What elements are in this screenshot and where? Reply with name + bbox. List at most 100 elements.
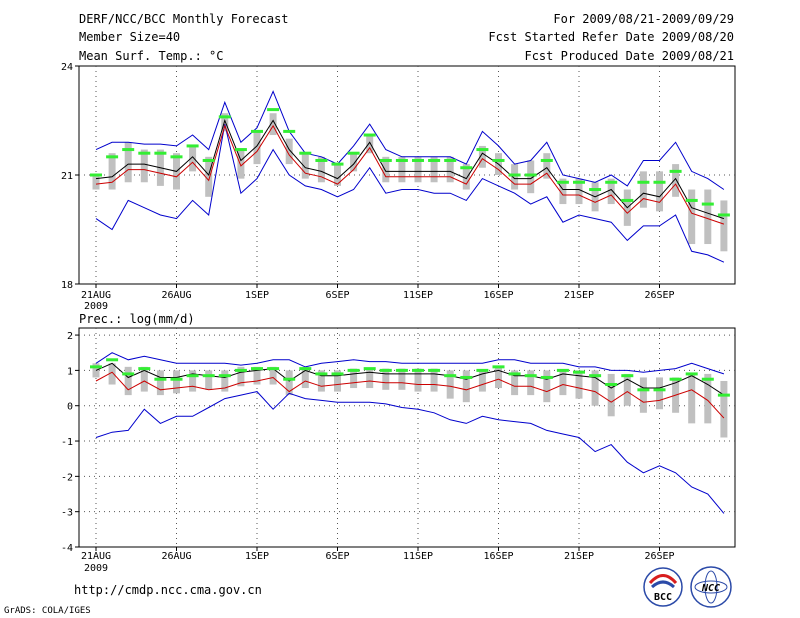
x-tick-label: 21AUG <box>81 290 111 301</box>
member-dash <box>154 151 167 155</box>
x-tick-label: 1SEP <box>245 290 269 301</box>
spread-box <box>462 164 470 190</box>
x-tick-label: 16SEP <box>483 551 513 562</box>
member-dash <box>202 158 215 162</box>
x-tick-label: 26AUG <box>161 551 191 562</box>
member-dash <box>186 374 199 378</box>
spread-box <box>237 366 245 387</box>
member-dash <box>669 169 682 173</box>
member-dash <box>283 377 296 381</box>
spread-box <box>285 370 293 396</box>
y-tick-label: 21 <box>61 171 73 182</box>
x-tick-label: 26SEP <box>644 290 674 301</box>
y-tick-label: 0 <box>67 402 73 413</box>
spread-box <box>639 171 647 208</box>
grads-credit: GrADS: COLA/IGES <box>4 606 91 616</box>
member-dash <box>573 180 585 184</box>
member-dash <box>138 367 151 371</box>
x-tick-label: 21SEP <box>564 290 594 301</box>
spread-box <box>462 370 470 403</box>
y-tick-label: -3 <box>61 508 73 519</box>
member-dash <box>186 144 199 148</box>
member-dash <box>267 108 280 112</box>
member-dash <box>251 367 263 371</box>
member-dash <box>621 374 634 378</box>
member-dash <box>444 158 457 162</box>
spread-box <box>607 178 615 205</box>
spread-box <box>253 131 261 165</box>
member-dash <box>637 388 650 392</box>
spread-box <box>205 370 213 390</box>
member-dash <box>218 115 231 119</box>
spread-box <box>317 156 325 183</box>
member-dash <box>347 368 360 372</box>
spread-box <box>92 175 100 190</box>
member-dash <box>283 129 296 133</box>
member-dash <box>605 180 618 184</box>
member-dash <box>605 383 618 387</box>
member-dash <box>170 155 183 159</box>
spread-box <box>124 366 132 396</box>
member-dash <box>428 158 441 162</box>
member-dash <box>476 368 489 372</box>
spread-box <box>334 164 341 186</box>
prec-plot-frame <box>78 327 736 548</box>
member-dash <box>90 173 102 177</box>
prec-panel: -4 -3 -2 -1 0 1 2 21AUG 26AUG 1SEP 6SEP 11SEP 16SEP 2… <box>61 328 735 574</box>
spread-box <box>511 370 519 396</box>
spread-box <box>189 145 197 172</box>
x-tick-label: 6SEP <box>325 551 349 562</box>
header-member-size: Member Size=40 <box>79 30 180 44</box>
member-dash <box>412 368 424 372</box>
member-dash <box>331 372 344 376</box>
member-dash <box>589 374 602 378</box>
spread-box <box>543 370 551 403</box>
bcc-logo-text: BCC <box>654 592 672 603</box>
spread-box <box>350 153 358 172</box>
spread-box <box>430 156 438 183</box>
x-tick-label: 26SEP <box>644 551 674 562</box>
prec-panel-title: Prec.: log(mm/d) <box>79 312 195 326</box>
y-tick-label: -4 <box>61 543 73 554</box>
member-dash <box>428 368 441 372</box>
member-dash <box>90 365 102 369</box>
member-dash <box>170 377 183 381</box>
member-dash <box>653 180 666 184</box>
member-dash <box>395 158 408 162</box>
ensemble-mean-line <box>95 362 725 396</box>
member-dash <box>717 393 730 397</box>
max-line <box>95 90 725 190</box>
spread-box <box>559 370 567 396</box>
member-dash <box>524 374 537 378</box>
member-dash <box>540 375 553 379</box>
member-dash <box>363 133 376 137</box>
spread-box <box>527 160 535 194</box>
spread-box <box>253 366 261 385</box>
spread-box <box>269 366 277 385</box>
member-dash <box>315 372 328 376</box>
spread-box <box>366 135 374 154</box>
y-tick-label: 18 <box>61 280 73 291</box>
member-dash <box>556 180 569 184</box>
spread-box <box>156 370 164 396</box>
spread-box <box>591 370 599 406</box>
spread-box <box>446 370 454 399</box>
spread-box <box>559 178 567 205</box>
member-dash <box>122 148 135 152</box>
footer-url[interactable]: http://cmdp.ncc.cma.gov.cn <box>74 583 262 597</box>
reference-line <box>95 371 725 419</box>
spread-box <box>221 370 229 392</box>
member-dash <box>154 377 167 381</box>
member-dash <box>315 158 328 162</box>
header-period: For 2009/08/21-2009/09/29 <box>553 12 734 26</box>
spread-box <box>140 366 148 392</box>
member-dash <box>444 374 457 378</box>
spread-box <box>704 189 712 245</box>
spread-box <box>189 370 197 392</box>
temp-panel: 18 21 24 21AUG 26AUG 1SEP 6SEP 11SEP 16SEP 21SEP 2… <box>61 62 735 312</box>
spread-box <box>382 156 390 183</box>
x-tick-label: 21SEP <box>564 551 594 562</box>
member-dash <box>540 158 553 162</box>
member-dash <box>412 158 424 162</box>
